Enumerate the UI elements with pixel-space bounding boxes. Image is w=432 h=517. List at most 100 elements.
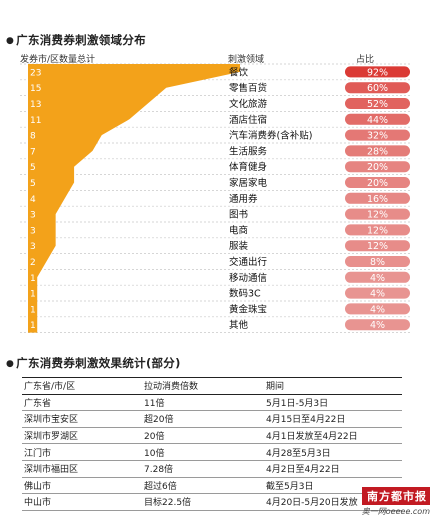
count-label: 5	[30, 179, 36, 189]
table-row: 深圳市福田区 7.28倍 4月2日至4月22日	[22, 460, 402, 478]
category-label: 通用券	[229, 193, 258, 205]
count-label: 1	[30, 274, 36, 284]
count-label: 3	[30, 211, 36, 221]
share-bar	[345, 192, 410, 204]
effect-table: 广东省/市/区 拉动消费倍数 期间 广东省 11倍 5月1日-5月3日 深圳市宝安区…	[22, 377, 402, 511]
category-label: 零售百货	[229, 82, 267, 94]
category-label: 服装	[229, 240, 249, 252]
share-label: 92%	[367, 67, 388, 78]
category-label: 文化旅游	[229, 98, 268, 110]
share-bar	[345, 240, 410, 252]
category-label: 数码3C	[229, 288, 261, 300]
cell-period: 4月1日发放至4月22日	[264, 427, 402, 445]
count-label: 2	[30, 258, 36, 268]
count-label: 4	[30, 195, 36, 205]
share-label: 12%	[367, 241, 388, 252]
table-header-period: 期间	[264, 377, 402, 395]
count-label: 8	[30, 132, 36, 142]
category-label: 电商	[229, 224, 248, 236]
share-bar-track	[345, 319, 410, 331]
category-label: 黄金珠宝	[229, 303, 267, 315]
share-label: 4%	[370, 304, 385, 315]
share-bar	[345, 271, 410, 283]
table-header-row: 广东省/市/区 拉动消费倍数 期间	[22, 377, 402, 395]
share-bar	[345, 129, 410, 141]
share-bar	[345, 224, 410, 236]
share-bar-track	[345, 256, 410, 267]
cell-region: 深圳市福田区	[22, 460, 142, 478]
share-label: 32%	[367, 131, 388, 142]
share-label: 16%	[367, 194, 388, 205]
share-label: 20%	[367, 162, 388, 173]
count-column-header: 发券市/区数量总计	[20, 55, 96, 65]
share-bar	[345, 287, 410, 299]
cell-region: 广东省	[22, 394, 142, 412]
table-row: 江门市 10倍 4月28至5月3日	[22, 443, 402, 461]
share-bar-track	[345, 177, 410, 188]
category-label: 家居家电	[229, 177, 268, 189]
cell-region: 江门市	[22, 443, 142, 461]
share-label: 12%	[367, 210, 388, 221]
share-bar	[345, 319, 410, 331]
count-label: 11	[30, 116, 41, 126]
share-label: 44%	[367, 115, 388, 126]
category-label: 移动通信	[229, 272, 267, 284]
share-bar-track	[345, 192, 410, 204]
count-label: 5	[30, 163, 36, 173]
newspaper-watermark: 南方都市报 奥一网oeeee.com	[361, 487, 430, 517]
cell-region: 佛山市	[22, 477, 142, 495]
count-label: 3	[30, 226, 36, 236]
distribution-chart: 23 餐饮 92%15 零售百货 60%13 文化旅游 52%11 酒店住宿 44%8 汽车消费券…	[20, 63, 410, 333]
share-label: 12%	[367, 225, 388, 236]
category-label: 餐饮	[229, 66, 249, 78]
share-bar	[345, 303, 410, 315]
count-label: 1	[30, 305, 36, 315]
cell-period: 4月15日至4月22日	[264, 410, 402, 428]
share-bar	[345, 98, 410, 109]
count-label: 7	[30, 147, 36, 157]
share-bar	[345, 66, 410, 78]
category-label: 交通出行	[229, 256, 268, 268]
share-column-header: 占比	[356, 55, 375, 65]
count-label: 3	[30, 242, 36, 252]
share-label: 4%	[370, 273, 385, 284]
cell-multiple: 超20倍	[142, 410, 264, 428]
count-label: 15	[30, 84, 41, 94]
share-bar-track	[345, 208, 410, 220]
share-label: 60%	[367, 83, 388, 94]
category-label: 生活服务	[229, 145, 268, 157]
count-label: 13	[30, 100, 41, 110]
share-bar-track	[345, 240, 410, 252]
category-label: 酒店住宿	[229, 114, 267, 126]
cell-multiple: 7.28倍	[142, 460, 264, 478]
share-bar	[345, 177, 410, 188]
share-bar-track	[345, 271, 410, 283]
cell-multiple: 10倍	[142, 443, 264, 461]
share-bar-track	[345, 287, 410, 299]
category-label: 其他	[229, 319, 249, 331]
cell-period: 4月28至5月3日	[264, 443, 402, 461]
table-row: 广东省 11倍 5月1日-5月3日	[22, 394, 402, 412]
watermark-site: 奥一网oeeee.com	[361, 507, 430, 516]
count-label: 1	[30, 321, 36, 331]
table-row: 深圳市罗湖区 20倍 4月1日发放至4月22日	[22, 427, 402, 445]
share-label: 52%	[367, 99, 388, 110]
share-label: 20%	[367, 178, 388, 189]
count-area	[28, 64, 240, 333]
share-label: 4%	[370, 289, 385, 300]
cell-period: 5月1日-5月3日	[264, 394, 402, 412]
count-label: 1	[30, 290, 36, 300]
category-label: 汽车消费券(含补贴)	[229, 130, 312, 142]
table-row: 中山市 目标22.5倍 4月20日-5月20日发放	[22, 493, 402, 511]
cell-multiple: 20倍	[142, 427, 264, 445]
distribution-title: 广东消费券刺激领域分布	[6, 32, 146, 48]
cell-multiple: 11倍	[142, 394, 264, 412]
share-label: 4%	[370, 320, 385, 331]
share-bar	[345, 161, 410, 173]
share-bar-track	[345, 224, 410, 236]
cell-region: 中山市	[22, 493, 142, 511]
table-header-region: 广东省/市/区	[22, 377, 142, 395]
table-row: 佛山市 超过6倍 截至5月3日	[22, 477, 402, 495]
table-header-multiple: 拉动消费倍数	[142, 377, 264, 395]
cell-region: 深圳市宝安区	[22, 410, 142, 428]
